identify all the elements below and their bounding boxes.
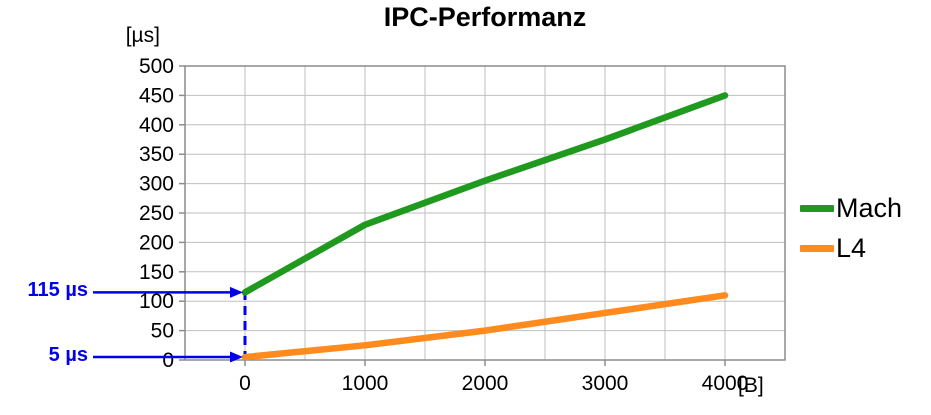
- annotation-115us: 115 µs: [27, 279, 88, 302]
- x-tick-label: 4000: [702, 372, 749, 395]
- legend-item-mach: Mach: [800, 188, 902, 228]
- x-axis-unit-label: [B]: [738, 374, 764, 397]
- legend-label-l4: L4: [836, 232, 867, 263]
- l4-line-swatch: [800, 244, 834, 252]
- annotation-arrow-1: [93, 351, 243, 363]
- x-tick-label: 1000: [342, 372, 389, 395]
- y-tick-label: 300: [139, 173, 174, 196]
- legend-item-l4: L4: [800, 228, 902, 268]
- series-mach-line: [241, 92, 729, 296]
- y-tick-label: 400: [139, 114, 174, 137]
- mach-line-swatch: [800, 204, 834, 212]
- annotation-5us: 5 µs: [48, 344, 88, 367]
- y-tick-label: 250: [139, 202, 174, 225]
- x-axis-ticks: 0 1000 2000 3000 4000: [239, 360, 748, 395]
- gridlines: [184, 65, 786, 361]
- x-tick-label: 3000: [582, 372, 629, 395]
- x-tick-label: 0: [239, 372, 251, 395]
- y-tick-label: 200: [139, 231, 174, 254]
- y-axis-ticks: 0 50 100 150 200 250 300 350 400 450 500: [139, 55, 185, 372]
- y-tick-label: 500: [139, 55, 174, 78]
- legend-label-mach: Mach: [836, 192, 903, 223]
- y-tick-label: 100: [139, 290, 174, 313]
- y-tick-label: 50: [151, 320, 174, 343]
- y-tick-label: 150: [139, 261, 174, 284]
- y-tick-label: 0: [162, 349, 174, 372]
- annotation-arrow-0: [93, 286, 243, 298]
- series-l4-line: [241, 292, 729, 361]
- chart-title: IPC-Performanz: [383, 2, 587, 32]
- x-tick-label: 2000: [462, 372, 509, 395]
- y-tick-label: 350: [139, 143, 174, 166]
- y-axis-unit-label: [µs]: [125, 24, 160, 47]
- y-tick-label: 450: [139, 84, 174, 107]
- legend: Mach L4: [800, 188, 902, 268]
